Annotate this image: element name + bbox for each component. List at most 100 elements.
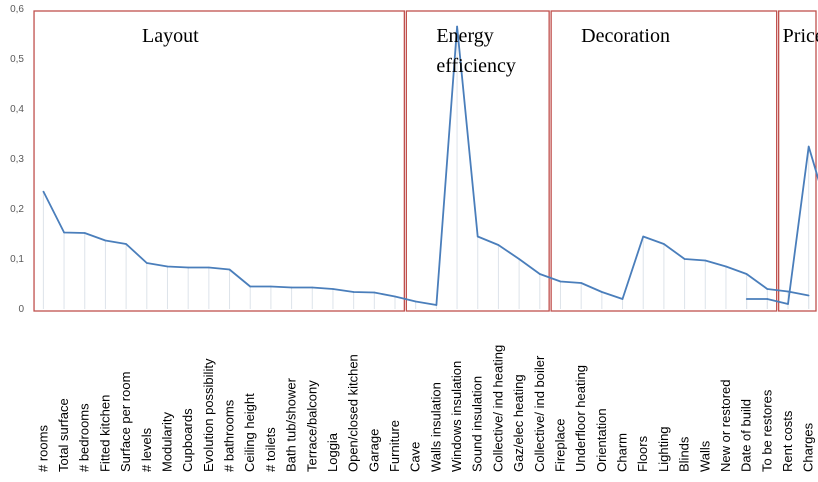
group-label-line: Energy [436,25,493,47]
x-tick-label: # toilets [263,427,278,472]
data-point [42,190,45,193]
data-point [208,266,210,269]
data-point [766,288,769,290]
x-tick-label: New or restored [718,380,733,472]
data-point [663,243,665,245]
data-point [621,298,624,300]
group-label: Decoration [581,25,670,47]
x-tick-label: Collective/ ind heating [490,345,505,472]
data-point [538,273,541,275]
y-tick-label: 0,6 [10,4,24,15]
group-box [33,10,406,312]
x-tick-label: Fireplace [552,419,567,472]
data-point [683,258,686,260]
x-tick-label: Gaz/elec heating [511,374,526,472]
x-tick-label: Cave [408,442,423,472]
x-tick-label: Date of build [739,399,754,472]
x-tick-label: Orientation [594,408,609,472]
x-tick-label: Fitted kitchen [97,395,112,472]
data-point [580,282,582,284]
series-line [746,145,818,305]
x-axis: # rooms Total surface # bedrooms Fitted kit… [35,345,815,472]
data-point [414,300,417,303]
y-tick-label: 0,2 [10,204,24,215]
data-point [63,231,65,234]
data-point [290,286,293,289]
data-point [787,303,789,305]
x-tick-label: Walls insulation [428,382,443,472]
x-tick-label: Walls [697,440,712,472]
data-point [766,298,769,300]
y-tick-label: 0 [18,304,24,315]
data-point [332,288,334,290]
x-tick-label: Lighting [656,426,671,472]
y-axis: 0 0,1 0,2 0,3 0,4 0,5 0,6 [10,4,24,315]
y-tick-label: 0,5 [10,54,24,65]
data-point [807,294,810,297]
data-point [83,232,86,234]
data-point [642,235,645,238]
y-tick-label: 0,4 [10,104,24,115]
group-label-line: Layout [142,25,199,47]
data-point [725,265,727,268]
data-point [745,298,748,300]
x-tick-label: Ceiling height [242,393,257,472]
data-point [456,25,458,28]
x-tick-label: Underfloor heating [573,365,588,472]
data-point [476,235,479,238]
x-tick-label: Open/closed kitchen [346,354,361,472]
x-tick-label: Sound insulation [470,376,485,472]
data-point [394,295,396,298]
x-tick-label: # bathrooms [222,399,237,472]
data-point [249,285,252,288]
data-point [166,265,169,268]
x-tick-label: Blinds [677,436,692,472]
data-point [559,280,562,283]
drop-lines [42,26,810,309]
group-label: Energy efficiency [436,25,516,77]
group-label: Layout [142,25,199,47]
x-tick-label: Charm [615,433,630,472]
x-tick-label: Evolution possibility [201,358,216,472]
data-point [787,290,789,293]
data-point [104,239,107,242]
group-label-line: efficiency [436,55,516,77]
group-box [550,10,778,312]
x-tick-label: Rent costs [780,410,795,472]
group-labels: Layout Energy efficiency Decoration Price [142,25,818,77]
x-tick-label: Charges [801,422,816,472]
data-point [228,268,231,271]
data-point [125,243,127,245]
x-tick-label: # rooms [35,425,50,472]
x-tick-label: Terrace/balcony [304,380,319,472]
x-tick-label: # levels [139,427,154,472]
x-tick-label: Modularity [159,412,174,472]
group-label-line: Decoration [581,25,670,47]
x-tick-label: Bath tub/shower [284,377,299,472]
data-point [145,262,148,264]
group-boxes [33,10,817,312]
x-tick-label: Surface per room [118,372,133,472]
x-tick-label: Total surface [56,398,71,472]
y-tick-label: 0,1 [10,254,24,265]
y-tick-label: 0,3 [10,154,24,165]
x-tick-label: Garage [366,429,381,472]
x-tick-label: To be restores [759,389,774,472]
data-point [270,285,272,288]
data-point [352,291,355,293]
data-point [311,286,314,289]
data-point [435,304,438,306]
x-tick-label: Cupboards [180,408,195,472]
series-lines [42,25,818,306]
data-point [807,145,810,148]
x-tick-label: Loggia [325,432,340,472]
x-tick-label: Furniture [387,420,402,472]
x-tick-label: # bedrooms [77,403,92,472]
data-point [601,291,603,293]
x-tick-label: Collective/ ind boiler [532,355,547,472]
group-box [778,10,817,312]
data-point [704,259,707,262]
data-point [373,291,376,294]
